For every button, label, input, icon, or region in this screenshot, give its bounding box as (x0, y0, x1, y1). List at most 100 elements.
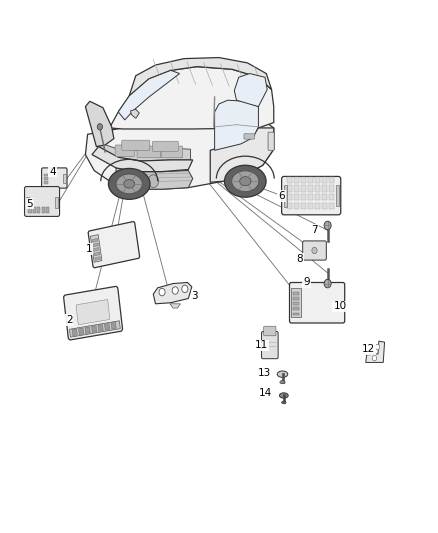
Polygon shape (85, 120, 274, 189)
Bar (287, 185, 292, 192)
Text: 6: 6 (278, 191, 285, 201)
Ellipse shape (232, 171, 259, 191)
Polygon shape (129, 58, 272, 96)
FancyBboxPatch shape (42, 168, 67, 188)
FancyBboxPatch shape (25, 187, 60, 216)
Bar (78, 328, 84, 335)
FancyBboxPatch shape (264, 326, 276, 336)
Circle shape (375, 344, 380, 350)
Bar (336, 185, 339, 206)
Bar (322, 185, 327, 192)
Bar (92, 326, 97, 333)
Circle shape (324, 221, 331, 230)
Text: 13: 13 (258, 368, 271, 378)
Bar (55, 197, 58, 208)
FancyBboxPatch shape (88, 222, 140, 268)
Bar (308, 203, 313, 209)
FancyBboxPatch shape (261, 332, 278, 359)
Bar (28, 207, 32, 213)
Bar (293, 292, 299, 295)
Bar (308, 194, 313, 200)
Text: 14: 14 (259, 389, 272, 398)
Ellipse shape (240, 176, 251, 186)
Bar (94, 247, 99, 251)
Text: 2: 2 (66, 315, 73, 325)
Circle shape (372, 356, 377, 361)
Bar (294, 203, 299, 209)
Bar (37, 207, 40, 213)
FancyBboxPatch shape (268, 132, 274, 150)
Bar (329, 194, 334, 200)
Polygon shape (116, 168, 193, 189)
Circle shape (172, 287, 178, 294)
Bar (308, 185, 313, 192)
FancyBboxPatch shape (161, 146, 183, 158)
Bar (329, 203, 334, 209)
Text: 12: 12 (362, 344, 375, 354)
Ellipse shape (124, 180, 134, 188)
FancyBboxPatch shape (76, 300, 110, 325)
Bar (46, 207, 49, 213)
Bar (95, 257, 100, 261)
FancyBboxPatch shape (64, 286, 123, 340)
Ellipse shape (277, 371, 288, 377)
Polygon shape (210, 128, 274, 182)
FancyBboxPatch shape (122, 140, 150, 150)
Ellipse shape (116, 174, 142, 193)
FancyBboxPatch shape (282, 176, 341, 215)
Text: 11: 11 (255, 341, 268, 350)
Text: 10: 10 (333, 302, 346, 311)
Bar (291, 288, 300, 317)
Bar (44, 174, 48, 176)
Bar (322, 177, 327, 183)
Bar (301, 203, 306, 209)
Circle shape (182, 285, 188, 293)
Bar (287, 194, 292, 200)
Bar (284, 185, 287, 207)
Bar (44, 177, 48, 180)
Bar (315, 203, 320, 209)
Bar (33, 207, 36, 213)
Text: 7: 7 (311, 225, 318, 235)
Ellipse shape (279, 393, 288, 398)
Polygon shape (99, 144, 191, 161)
Polygon shape (170, 304, 180, 308)
Ellipse shape (282, 401, 286, 404)
Bar (111, 322, 116, 329)
Bar (294, 177, 299, 183)
Polygon shape (110, 67, 274, 129)
Text: 8: 8 (297, 254, 304, 263)
Bar (294, 194, 299, 200)
Bar (92, 238, 98, 242)
Text: 5: 5 (26, 199, 33, 208)
Bar (308, 177, 313, 183)
Ellipse shape (108, 168, 150, 199)
Circle shape (159, 288, 165, 296)
Bar (329, 177, 334, 183)
Ellipse shape (280, 381, 285, 384)
Bar (42, 207, 45, 213)
Bar (322, 203, 327, 209)
Bar (105, 324, 110, 330)
Circle shape (312, 247, 317, 254)
Ellipse shape (225, 165, 266, 197)
FancyBboxPatch shape (303, 241, 326, 260)
Bar (44, 181, 48, 184)
Bar (70, 321, 120, 337)
Polygon shape (85, 101, 114, 147)
Circle shape (148, 175, 159, 188)
Bar (90, 235, 102, 262)
Bar (315, 177, 320, 183)
Circle shape (97, 124, 102, 130)
Bar (293, 312, 299, 316)
Circle shape (324, 279, 331, 288)
Bar (301, 185, 306, 192)
Text: 3: 3 (191, 291, 198, 301)
Bar (94, 252, 100, 256)
Polygon shape (153, 282, 192, 304)
Text: 4: 4 (49, 167, 56, 176)
Text: 9: 9 (303, 278, 310, 287)
Text: 1: 1 (85, 244, 92, 254)
Polygon shape (118, 70, 180, 120)
Bar (293, 302, 299, 305)
